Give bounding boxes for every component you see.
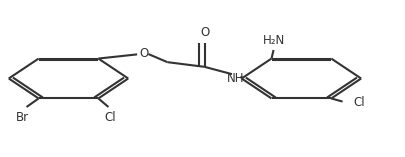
Text: H₂N: H₂N <box>262 34 285 47</box>
Text: Cl: Cl <box>354 96 365 109</box>
Text: NH: NH <box>227 72 245 85</box>
Text: O: O <box>200 26 209 39</box>
Text: Br: Br <box>16 111 29 124</box>
Text: Cl: Cl <box>104 111 116 124</box>
Text: O: O <box>140 47 149 60</box>
